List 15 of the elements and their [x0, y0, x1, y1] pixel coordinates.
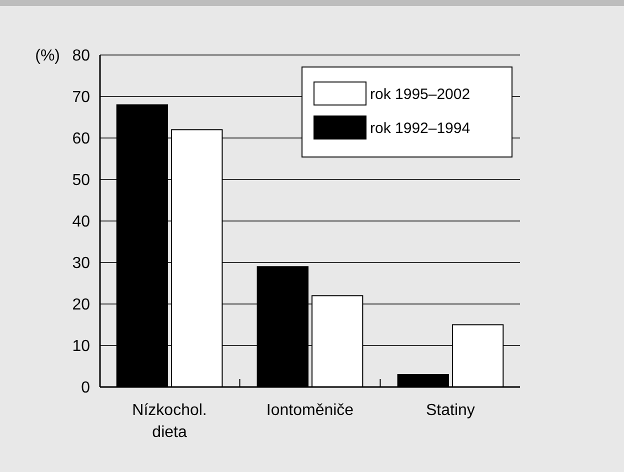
x-tick-label: Statiny: [426, 402, 475, 419]
y-tick-label: 50: [72, 172, 90, 190]
x-tick-label: Iontoměniče: [266, 402, 354, 419]
y-tick-label: 60: [72, 130, 90, 148]
x-tick-label: Nízkochol. dieta: [132, 402, 207, 441]
y-tick-label: 30: [72, 255, 90, 272]
y-tick-label: 0: [81, 380, 90, 397]
y-tick-label: 80: [72, 48, 90, 65]
y-tick-label: 10: [72, 338, 90, 356]
y-tick-label: 40: [72, 214, 90, 231]
legend-label: rok 1995–2002: [370, 86, 470, 103]
y-tick-label: 70: [72, 89, 90, 106]
legend-label: rok 1992–1994: [370, 120, 470, 137]
y-axis-title: (%): [35, 48, 60, 65]
y-tick-label: 20: [72, 296, 90, 314]
